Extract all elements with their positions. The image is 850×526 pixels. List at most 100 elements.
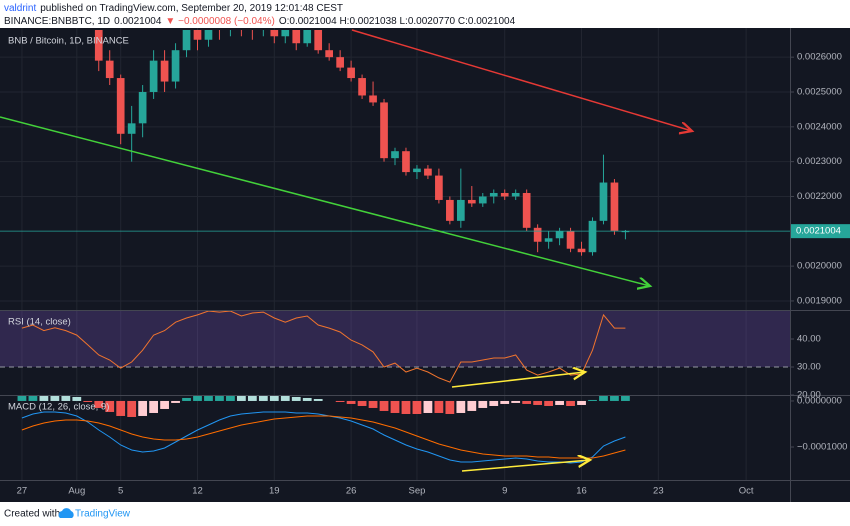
x-tick-label: Oct: [739, 486, 754, 497]
histogram-bar: [83, 400, 93, 402]
histogram-bar: [489, 400, 499, 406]
histogram-bar: [335, 400, 345, 402]
histogram-bar: [445, 400, 455, 414]
x-tick-label: 23: [653, 486, 664, 497]
macd-legend: MACD (12, 26, close, 9): [8, 402, 109, 413]
y-tick-label: 0.0000000: [797, 395, 842, 406]
candle-body: [533, 227, 542, 242]
price-pane: [0, 30, 790, 256]
candle-body: [160, 60, 169, 82]
histogram-bar: [566, 400, 575, 406]
candle-body: [599, 182, 608, 221]
candle-body: [314, 30, 323, 51]
grid: [0, 28, 790, 480]
brand: TradingView: [75, 509, 131, 520]
candle-body: [116, 78, 125, 134]
candle-body: [138, 91, 147, 124]
histogram-bar: [390, 400, 400, 413]
rsi-legend: RSI (14, close): [8, 317, 71, 328]
price-legend: BNB / Bitcoin, 1D, BINANCE: [8, 36, 129, 47]
change: ▼ −0.0000008 (−0.04%): [165, 16, 274, 27]
histogram-bar: [357, 400, 367, 406]
x-tick-label: 9: [502, 486, 507, 497]
histogram-bar: [456, 400, 466, 413]
candle-body: [171, 50, 180, 82]
candle-body: [204, 30, 213, 40]
y-tick-label: 0.0026000: [797, 52, 842, 63]
histogram-bar: [346, 400, 356, 404]
histogram-bar: [269, 396, 279, 401]
macd-divergence-arrow: [461, 460, 590, 472]
histogram-bar: [28, 396, 38, 401]
y-tick-label: 0.0025000: [797, 87, 842, 98]
histogram-bar: [160, 400, 169, 409]
rsi-divergence-arrow: [451, 372, 585, 388]
x-tick-label: 16: [576, 486, 587, 497]
histogram-bar: [182, 397, 191, 401]
histogram-bar: [533, 400, 543, 405]
author[interactable]: valdrint: [4, 3, 36, 14]
candle-body: [478, 196, 487, 204]
signal-line: [21, 415, 626, 459]
histogram-bar: [105, 400, 115, 412]
candle-body: [489, 192, 498, 197]
histogram-bar: [280, 396, 290, 401]
histogram-bar: [127, 400, 137, 417]
support-trend-line: [0, 116, 650, 286]
histogram-bar: [599, 396, 608, 401]
candle-body: [511, 192, 520, 197]
histogram-bar: [522, 400, 532, 404]
histogram-bar: [434, 400, 444, 413]
x-tick-label: 26: [346, 486, 357, 497]
candle-body: [127, 123, 136, 134]
candle-body: [292, 30, 301, 44]
candle-body: [588, 220, 597, 253]
last-price-label: 0.0021004: [796, 226, 841, 237]
macd-line: [21, 411, 626, 464]
histogram-bar: [193, 396, 202, 401]
y-tick-label: 0.0022000: [797, 191, 842, 202]
x-tick-label: 27: [17, 486, 28, 497]
candle-body: [467, 199, 476, 204]
candle-body: [270, 30, 279, 37]
histogram-bar: [237, 396, 246, 401]
histogram-bar: [577, 400, 586, 405]
histogram-bar: [215, 396, 224, 401]
histogram-bar: [610, 396, 619, 401]
footer-bar: [0, 502, 850, 526]
histogram-bar: [467, 400, 477, 411]
histogram-bar: [39, 396, 49, 401]
candle-body: [325, 50, 334, 58]
histogram-bar: [379, 400, 389, 411]
chart-background: [0, 28, 850, 502]
y-tick-label: 0.0020000: [797, 261, 842, 272]
drawings: [0, 29, 692, 472]
candle-body: [500, 192, 509, 197]
created-with: Created with: [4, 509, 60, 520]
candle-body: [369, 95, 377, 103]
candle-body: [281, 30, 290, 37]
candle-body: [347, 67, 355, 79]
y-tick-label: 40.00: [797, 334, 821, 345]
y-tick-label: 30.00: [797, 362, 821, 373]
candle-body: [544, 238, 553, 242]
histogram-bar: [226, 396, 235, 401]
histogram-bar: [401, 400, 411, 414]
rsi-band: [0, 311, 790, 367]
x-tick-label: 12: [192, 486, 203, 497]
tradingview-logo[interactable]: TradingView: [58, 508, 131, 520]
price: 0.0021004: [114, 16, 162, 27]
candle-body: [94, 30, 103, 61]
candle-body: [303, 30, 312, 44]
histogram-bar: [116, 400, 126, 416]
x-tick-label: 19: [269, 486, 280, 497]
rsi-line: [21, 311, 626, 383]
y-tick-label: 0.0024000: [797, 121, 842, 132]
y-tick-label: 20.00: [797, 390, 821, 401]
candle-body: [435, 175, 443, 200]
y-tick-label: 0.0019000: [797, 295, 842, 306]
histogram-bar: [61, 396, 71, 401]
histogram-bar: [171, 400, 180, 403]
candle-body: [149, 60, 158, 92]
